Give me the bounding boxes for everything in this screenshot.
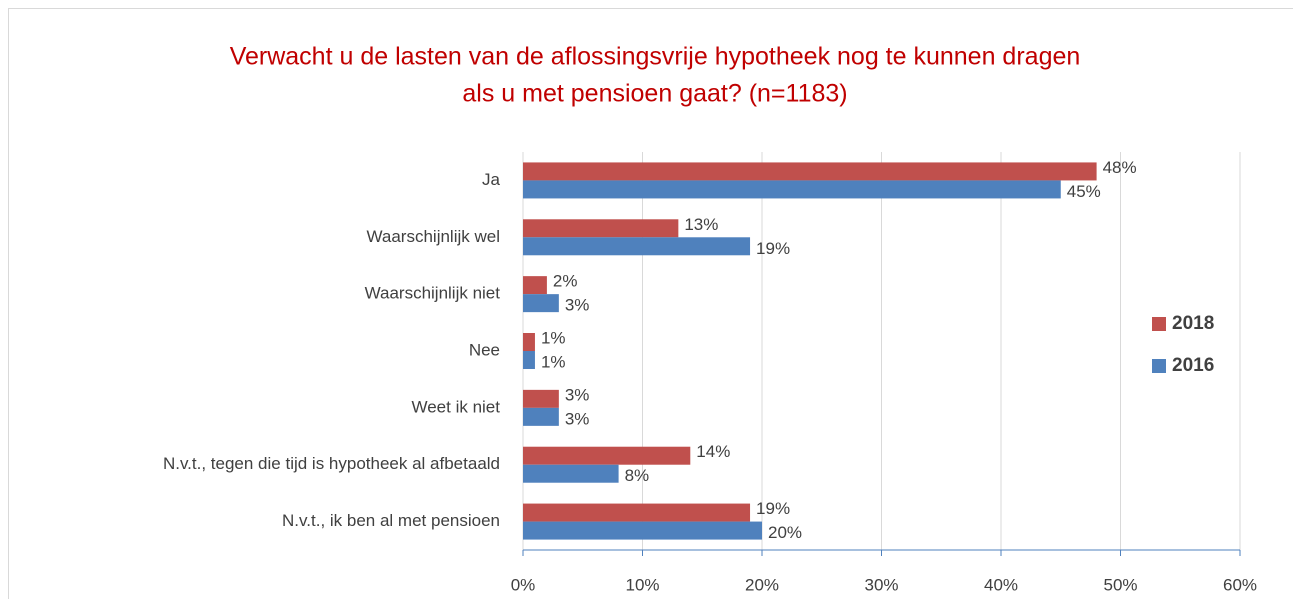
data-label: 19% — [756, 239, 790, 258]
data-label: 3% — [565, 385, 590, 404]
bar — [523, 521, 762, 540]
data-label: 1% — [541, 328, 566, 347]
bar — [523, 351, 535, 369]
x-tick-label: 30% — [864, 575, 898, 594]
y-tick-label: Waarschijnlijk niet — [365, 284, 501, 303]
bar — [523, 219, 679, 238]
data-label: 19% — [756, 499, 790, 518]
data-label: 1% — [541, 352, 566, 371]
chart-title: als u met pensioen gaat? (n=1183) — [462, 80, 847, 108]
x-tick-label: 60% — [1223, 575, 1257, 594]
bar — [523, 162, 1097, 181]
bar — [523, 276, 547, 295]
bar — [523, 407, 559, 426]
legend-label: 2018 — [1172, 313, 1214, 334]
bar — [523, 237, 751, 256]
y-tick-label: N.v.t., ik ben al met pensioen — [282, 511, 500, 530]
bar — [523, 464, 619, 483]
chart-title: Verwacht u de lasten van de aflossingsvr… — [230, 43, 1081, 71]
data-label: 13% — [684, 215, 718, 234]
legend-swatch — [1152, 359, 1166, 373]
x-tick-label: 0% — [511, 575, 536, 594]
y-tick-label: Weet ik niet — [411, 397, 500, 416]
data-label: 2% — [553, 272, 578, 291]
bar — [523, 446, 691, 465]
data-label: 8% — [625, 466, 650, 485]
bar — [523, 180, 1061, 199]
legend-label: 2016 — [1172, 355, 1214, 376]
chart-border — [8, 8, 1293, 599]
data-label: 3% — [565, 409, 590, 428]
data-label: 20% — [768, 523, 802, 542]
x-tick-label: 40% — [984, 575, 1018, 594]
x-tick-label: 20% — [745, 575, 779, 594]
y-tick-label: Nee — [469, 340, 500, 359]
x-tick-label: 10% — [625, 575, 659, 594]
y-tick-label: N.v.t., tegen die tijd is hypotheek al a… — [163, 454, 500, 473]
y-tick-label: Waarschijnlijk wel — [366, 227, 500, 246]
bar — [523, 333, 535, 351]
y-tick-label: Ja — [482, 170, 501, 189]
bar — [523, 389, 559, 408]
data-label: 48% — [1103, 158, 1137, 177]
data-label: 14% — [696, 442, 730, 461]
bar — [523, 294, 559, 313]
x-tick-label: 50% — [1103, 575, 1137, 594]
bar — [523, 503, 751, 522]
data-label: 45% — [1067, 182, 1101, 201]
legend-swatch — [1152, 317, 1166, 331]
data-label: 3% — [565, 296, 590, 315]
